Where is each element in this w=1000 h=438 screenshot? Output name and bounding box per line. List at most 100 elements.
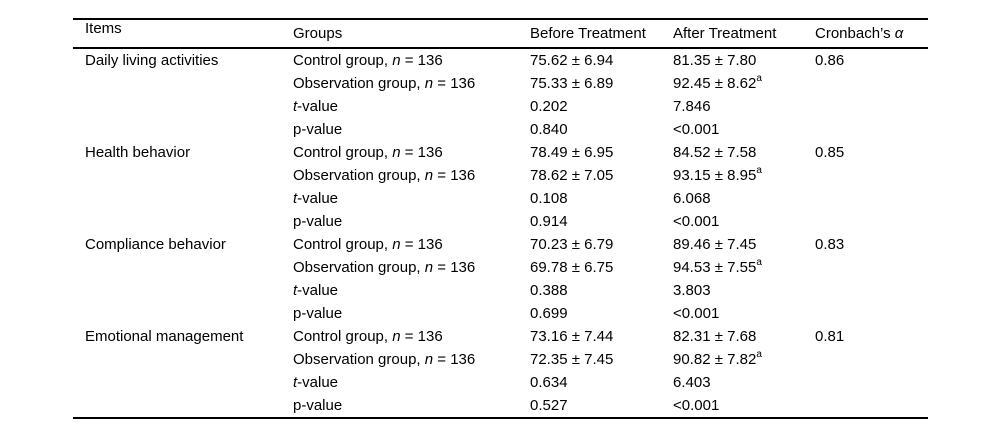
after-treatment-cell: 6.403 — [673, 371, 815, 394]
group-text: = 136 — [433, 167, 476, 184]
group-cell: t-value — [293, 279, 530, 302]
group-cell: p-value — [293, 394, 530, 418]
group-text: -value — [297, 282, 339, 299]
group-cell: t-value — [293, 371, 530, 394]
table-row: p-value 0.914 <0.001 — [73, 210, 928, 233]
group-italic-var: t — [293, 190, 298, 207]
table-row: p-value 0.840 <0.001 — [73, 118, 928, 141]
after-value: 82.31 ± 7.68 — [673, 328, 757, 345]
group-text: Control group, — [293, 328, 393, 345]
group-italic-var: t — [293, 98, 298, 115]
table-row: Health behavior Control group, n = 136 7… — [73, 141, 928, 164]
group-text: -value — [297, 374, 339, 391]
group-cell: Observation group, n = 136 — [293, 72, 530, 95]
cronbach-cell: 0.86 — [815, 52, 845, 69]
after-treatment-cell: 81.35 ± 7.80 — [673, 48, 815, 72]
before-treatment-cell: 0.914 — [530, 213, 568, 230]
after-value: 89.46 ± 7.45 — [673, 236, 757, 253]
group-text: = 136 — [400, 52, 443, 69]
column-header-cronbach-alpha: Cronbach’s α — [815, 19, 928, 48]
group-text: Observation group, — [293, 75, 425, 92]
column-header-groups: Groups — [293, 25, 343, 42]
after-value: 93.15 ± 8.95 — [673, 167, 757, 184]
group-cell: Control group, n = 136 — [293, 325, 530, 348]
after-treatment-cell: <0.001 — [673, 394, 815, 418]
before-treatment-cell: 69.78 ± 6.75 — [530, 259, 614, 276]
group-text: p-value — [293, 121, 343, 138]
column-header-after-treatment: After Treatment — [673, 25, 777, 42]
before-treatment-cell: 75.33 ± 6.89 — [530, 75, 614, 92]
group-text: = 136 — [433, 351, 476, 368]
before-treatment-cell: 0.388 — [530, 282, 568, 299]
after-value: 94.53 ± 7.55 — [673, 259, 757, 276]
cronbach-header-text: Cronbach’s — [815, 25, 895, 42]
table-row: Observation group, n = 136 72.35 ± 7.45 … — [73, 348, 928, 371]
group-text: = 136 — [433, 259, 476, 276]
group-cell: p-value — [293, 118, 530, 141]
group-italic-var: n — [392, 328, 401, 345]
after-treatment-cell: <0.001 — [673, 302, 815, 325]
after-value: <0.001 — [673, 213, 720, 230]
before-treatment-cell: 0.202 — [530, 98, 568, 115]
superscript-marker: a — [756, 73, 762, 84]
group-italic-var: t — [293, 282, 298, 299]
after-treatment-cell: 90.82 ± 7.82a — [673, 348, 815, 371]
group-text: -value — [297, 98, 339, 115]
after-treatment-cell: 82.31 ± 7.68 — [673, 325, 815, 348]
before-treatment-cell: 73.16 ± 7.44 — [530, 328, 614, 345]
table-row: p-value 0.699 <0.001 — [73, 302, 928, 325]
table-row: Compliance behavior Control group, n = 1… — [73, 233, 928, 256]
group-text: Observation group, — [293, 167, 425, 184]
group-text: = 136 — [400, 236, 443, 253]
after-value: 6.403 — [673, 374, 711, 391]
after-value: 84.52 ± 7.58 — [673, 144, 757, 161]
before-treatment-cell: 0.527 — [530, 397, 568, 414]
after-value: 90.82 ± 7.82 — [673, 351, 757, 368]
before-treatment-cell: 75.62 ± 6.94 — [530, 52, 614, 69]
after-treatment-cell: 92.45 ± 8.62a — [673, 72, 815, 95]
after-value: <0.001 — [673, 397, 720, 414]
after-value: <0.001 — [673, 121, 720, 138]
cronbach-cell: 0.85 — [815, 144, 845, 161]
table-row: Observation group, n = 136 78.62 ± 7.05 … — [73, 164, 928, 187]
group-text: = 136 — [400, 144, 443, 161]
after-value: <0.001 — [673, 305, 720, 322]
after-treatment-cell: <0.001 — [673, 210, 815, 233]
group-cell: Observation group, n = 136 — [293, 256, 530, 279]
after-treatment-cell: 94.53 ± 7.55a — [673, 256, 815, 279]
after-value: 81.35 ± 7.80 — [673, 52, 757, 69]
column-header-items: Items — [85, 20, 122, 37]
table-row: t-value 0.388 3.803 — [73, 279, 928, 302]
before-treatment-cell: 0.699 — [530, 305, 568, 322]
table-row: Observation group, n = 136 75.33 ± 6.89 … — [73, 72, 928, 95]
group-text: p-value — [293, 305, 343, 322]
after-value: 3.803 — [673, 282, 711, 299]
before-treatment-cell: 0.108 — [530, 190, 568, 207]
group-cell: Control group, n = 136 — [293, 233, 530, 256]
after-treatment-cell: <0.001 — [673, 118, 815, 141]
cronbach-cell: 0.83 — [815, 236, 845, 253]
before-treatment-cell: 0.840 — [530, 121, 568, 138]
after-treatment-cell: 6.068 — [673, 187, 815, 210]
after-treatment-cell: 89.46 ± 7.45 — [673, 233, 815, 256]
group-cell: Control group, n = 136 — [293, 141, 530, 164]
after-value: 6.068 — [673, 190, 711, 207]
group-italic-var: n — [424, 75, 434, 92]
before-treatment-cell: 78.49 ± 6.95 — [530, 144, 614, 161]
group-cell: p-value — [293, 302, 530, 325]
cronbach-cell: 0.81 — [815, 328, 845, 345]
table-row: t-value 0.108 6.068 — [73, 187, 928, 210]
alpha-symbol: α — [894, 25, 904, 42]
group-text: -value — [297, 190, 339, 207]
group-text: Control group, — [293, 144, 393, 161]
group-italic-var: n — [424, 351, 434, 368]
after-treatment-cell: 93.15 ± 8.95a — [673, 164, 815, 187]
group-text: p-value — [293, 397, 343, 414]
header-row: Items Groups Before Treatment After Trea… — [73, 19, 928, 48]
group-text: = 136 — [433, 75, 476, 92]
group-italic-var: n — [424, 259, 434, 276]
group-italic-var: n — [392, 236, 401, 253]
item-cell: Daily living activities — [85, 52, 219, 69]
group-cell: t-value — [293, 95, 530, 118]
group-text: = 136 — [400, 328, 443, 345]
